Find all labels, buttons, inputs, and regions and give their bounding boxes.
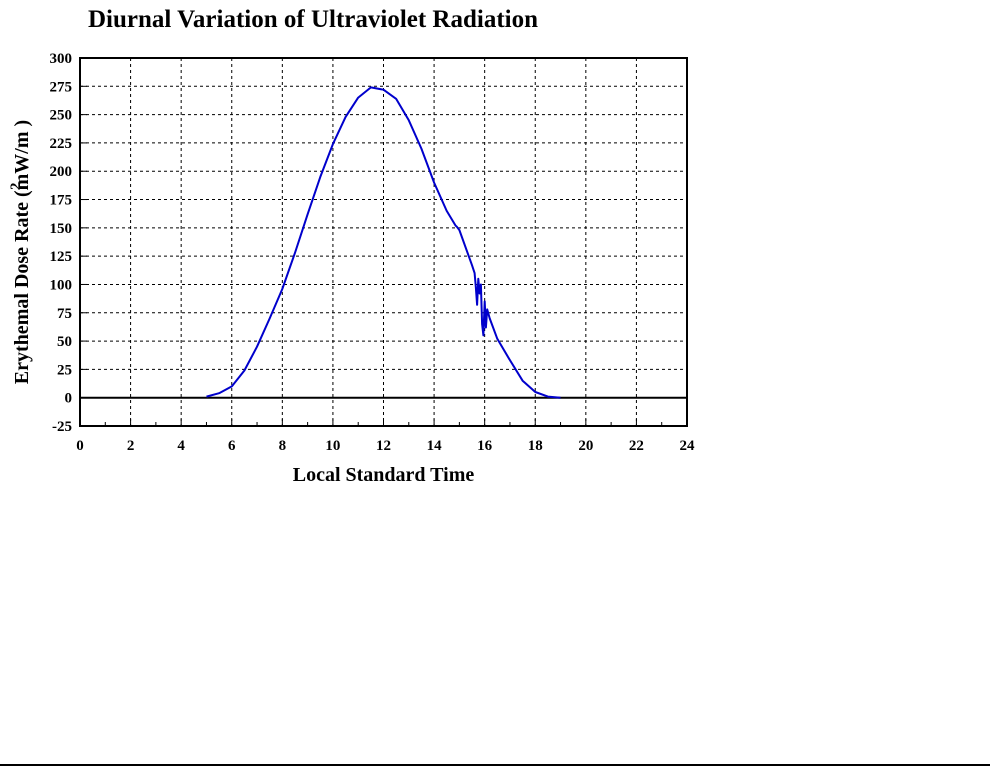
y-tick-label: 300 xyxy=(50,51,73,67)
x-tick-label: 12 xyxy=(376,438,391,454)
series-layer xyxy=(206,86,561,399)
x-tick-label: 18 xyxy=(528,438,543,454)
x-tick-label: 10 xyxy=(325,438,340,454)
x-tick-labels: 0 2 4 6 8 10 12 14 16 18 20 22 24 xyxy=(76,438,695,454)
y-axis-title: Erythemal Dose Rate (mW/m ) xyxy=(11,120,33,384)
y-tick-label: 225 xyxy=(50,136,73,152)
y-tick-label: 175 xyxy=(50,193,73,209)
y-tick-label: 0 xyxy=(65,391,73,407)
y-tick-label: 275 xyxy=(50,79,73,95)
y-tick-label: 75 xyxy=(57,306,72,322)
x-tick-label: 14 xyxy=(427,438,443,454)
x-tick-label: 22 xyxy=(629,438,644,454)
tick-marks xyxy=(79,57,688,427)
chart-title: Diurnal Variation of Ultraviolet Radiati… xyxy=(88,6,539,33)
y-tick-label: -25 xyxy=(52,419,72,435)
y-tick-label: 250 xyxy=(50,108,73,124)
y-axis-title-group: Erythemal Dose Rate (mW/m ) 2 xyxy=(8,120,33,384)
grid-lines xyxy=(80,58,687,426)
x-tick-label: 8 xyxy=(279,438,287,454)
y-tick-label: 125 xyxy=(50,249,73,265)
y-tick-label: 25 xyxy=(57,362,72,378)
x-tick-label: 0 xyxy=(76,438,84,454)
y-tick-label: 150 xyxy=(50,221,73,237)
x-tick-label: 2 xyxy=(127,438,135,454)
y-tick-label: 200 xyxy=(50,164,73,180)
y-tick-label: 50 xyxy=(57,334,72,350)
series-line xyxy=(206,86,561,399)
x-tick-label: 24 xyxy=(680,438,696,454)
y-axis-title-superscript: 2 xyxy=(8,183,24,191)
bottom-border-line xyxy=(0,764,990,766)
x-tick-label: 4 xyxy=(177,438,185,454)
x-tick-label: 16 xyxy=(477,438,493,454)
y-tick-label: 100 xyxy=(50,277,73,293)
x-tick-label: 6 xyxy=(228,438,236,454)
x-tick-label: 20 xyxy=(578,438,593,454)
x-axis-title: Local Standard Time xyxy=(293,464,475,486)
